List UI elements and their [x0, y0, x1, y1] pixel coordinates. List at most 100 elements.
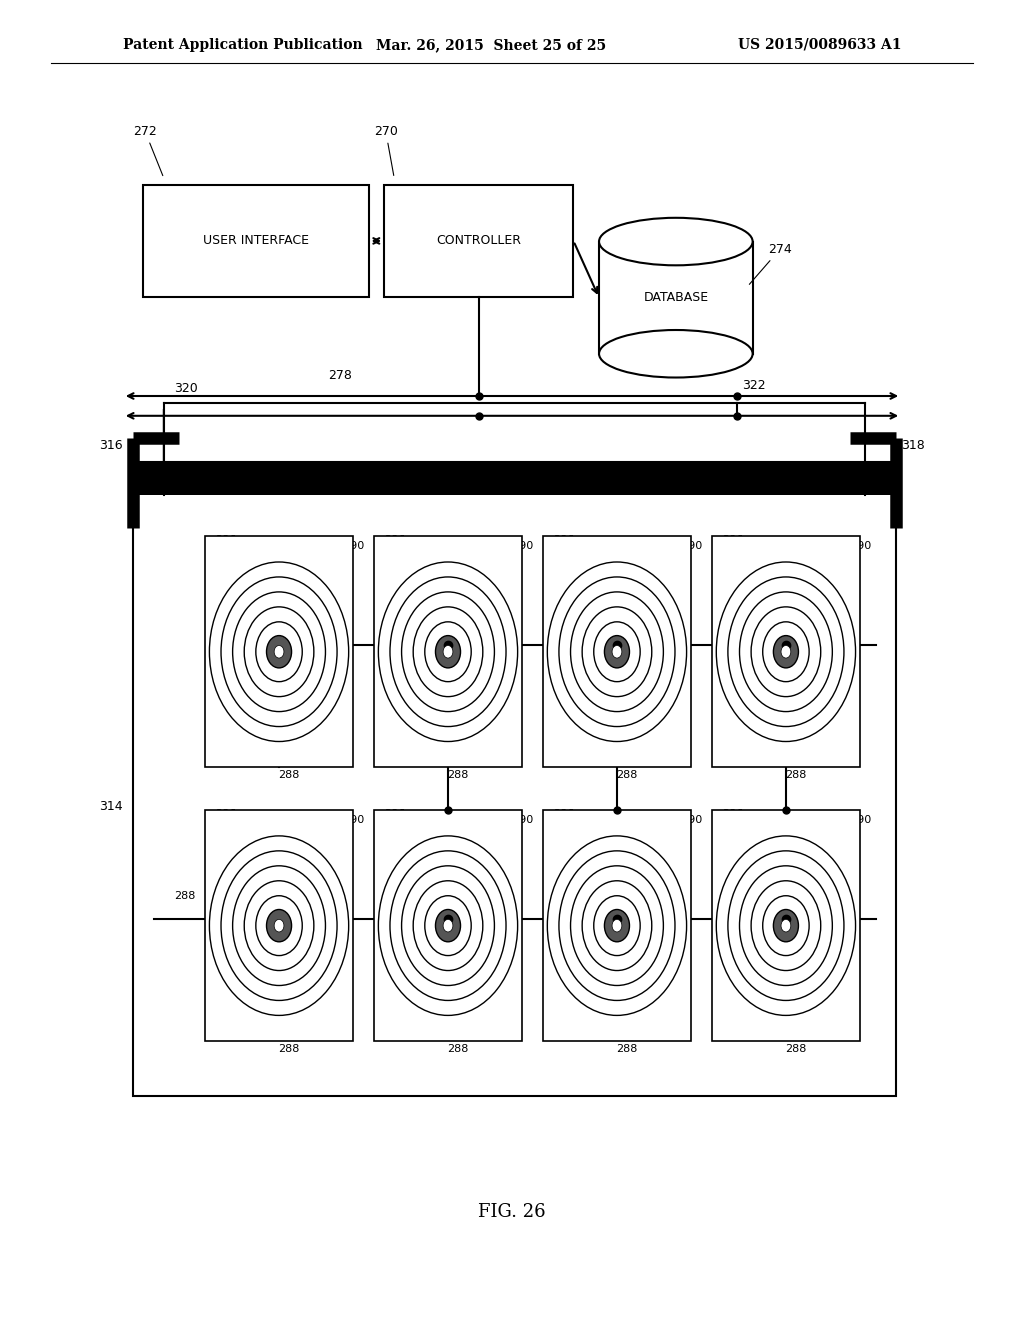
Ellipse shape	[221, 577, 337, 726]
Ellipse shape	[232, 866, 326, 986]
Ellipse shape	[559, 577, 675, 726]
FancyBboxPatch shape	[712, 810, 860, 1041]
Ellipse shape	[582, 607, 652, 697]
Ellipse shape	[436, 911, 460, 941]
Text: 286: 286	[384, 535, 407, 603]
Ellipse shape	[763, 622, 809, 681]
Ellipse shape	[245, 880, 313, 970]
Circle shape	[435, 909, 461, 941]
FancyBboxPatch shape	[599, 242, 753, 354]
Ellipse shape	[605, 636, 629, 667]
Circle shape	[781, 645, 791, 659]
Ellipse shape	[245, 607, 313, 697]
Text: 272: 272	[133, 124, 163, 176]
Text: 288: 288	[174, 891, 196, 902]
FancyBboxPatch shape	[205, 810, 353, 1041]
Ellipse shape	[413, 607, 483, 697]
Ellipse shape	[436, 636, 460, 667]
Ellipse shape	[425, 896, 471, 956]
Text: 290: 290	[498, 541, 534, 612]
FancyBboxPatch shape	[133, 462, 896, 1096]
Text: 314: 314	[99, 800, 123, 813]
FancyBboxPatch shape	[543, 810, 691, 1041]
Ellipse shape	[425, 622, 471, 681]
Text: 316: 316	[99, 438, 123, 451]
Circle shape	[604, 909, 630, 941]
Ellipse shape	[599, 330, 753, 378]
Text: 288: 288	[447, 770, 469, 780]
Ellipse shape	[594, 622, 640, 681]
Text: 278: 278	[328, 368, 351, 381]
Text: 290: 290	[836, 541, 871, 612]
Ellipse shape	[547, 562, 687, 742]
Ellipse shape	[547, 836, 687, 1015]
Text: 286: 286	[215, 535, 238, 603]
Circle shape	[604, 636, 630, 668]
Text: FIG. 26: FIG. 26	[478, 1203, 546, 1221]
Circle shape	[274, 919, 284, 932]
Ellipse shape	[728, 851, 844, 1001]
Ellipse shape	[582, 880, 652, 970]
Ellipse shape	[774, 911, 798, 941]
Ellipse shape	[605, 911, 629, 941]
FancyBboxPatch shape	[133, 462, 896, 495]
Text: 288: 288	[616, 770, 638, 780]
Text: 290: 290	[329, 816, 365, 886]
Ellipse shape	[267, 911, 291, 941]
Ellipse shape	[210, 836, 348, 1015]
Text: 286: 286	[722, 535, 744, 603]
Text: 286: 286	[215, 809, 238, 876]
Ellipse shape	[256, 622, 302, 681]
Ellipse shape	[752, 880, 821, 970]
Circle shape	[443, 919, 453, 932]
Text: 286: 286	[722, 809, 744, 876]
Text: Mar. 26, 2015  Sheet 25 of 25: Mar. 26, 2015 Sheet 25 of 25	[377, 38, 606, 51]
Text: DATABASE: DATABASE	[643, 292, 709, 304]
Text: Patent Application Publication: Patent Application Publication	[123, 38, 362, 51]
FancyBboxPatch shape	[143, 185, 369, 297]
Text: 288: 288	[279, 770, 300, 780]
Text: 270: 270	[374, 124, 397, 176]
Text: 288: 288	[279, 1044, 300, 1053]
Ellipse shape	[401, 591, 495, 711]
Ellipse shape	[210, 562, 348, 742]
FancyBboxPatch shape	[374, 810, 522, 1041]
Text: 286: 286	[553, 535, 575, 603]
FancyBboxPatch shape	[543, 536, 691, 767]
Ellipse shape	[390, 851, 506, 1001]
Ellipse shape	[763, 896, 809, 956]
Text: 286: 286	[553, 809, 575, 876]
Circle shape	[266, 636, 292, 668]
Text: 286: 286	[384, 809, 407, 876]
Circle shape	[612, 919, 622, 932]
Ellipse shape	[728, 577, 844, 726]
Circle shape	[274, 645, 284, 659]
Circle shape	[612, 645, 622, 659]
Text: 290: 290	[667, 541, 702, 612]
Ellipse shape	[378, 836, 518, 1015]
Circle shape	[773, 636, 799, 668]
Circle shape	[781, 919, 791, 932]
Text: 288: 288	[447, 1044, 469, 1053]
Ellipse shape	[256, 896, 302, 956]
Text: 322: 322	[742, 379, 766, 392]
Ellipse shape	[221, 851, 337, 1001]
Circle shape	[443, 645, 453, 659]
Circle shape	[435, 636, 461, 668]
Ellipse shape	[413, 880, 483, 970]
Ellipse shape	[599, 218, 753, 265]
Ellipse shape	[570, 591, 664, 711]
Ellipse shape	[594, 896, 640, 956]
Ellipse shape	[232, 591, 326, 711]
Text: CONTROLLER: CONTROLLER	[436, 235, 521, 247]
Text: 274: 274	[750, 243, 792, 284]
Text: US 2015/0089633 A1: US 2015/0089633 A1	[737, 38, 901, 51]
FancyBboxPatch shape	[384, 185, 573, 297]
FancyBboxPatch shape	[205, 536, 353, 767]
Ellipse shape	[739, 591, 833, 711]
Ellipse shape	[401, 866, 495, 986]
Ellipse shape	[752, 607, 821, 697]
Text: 318: 318	[901, 438, 925, 451]
Text: 290: 290	[667, 816, 702, 886]
Text: 290: 290	[498, 816, 534, 886]
